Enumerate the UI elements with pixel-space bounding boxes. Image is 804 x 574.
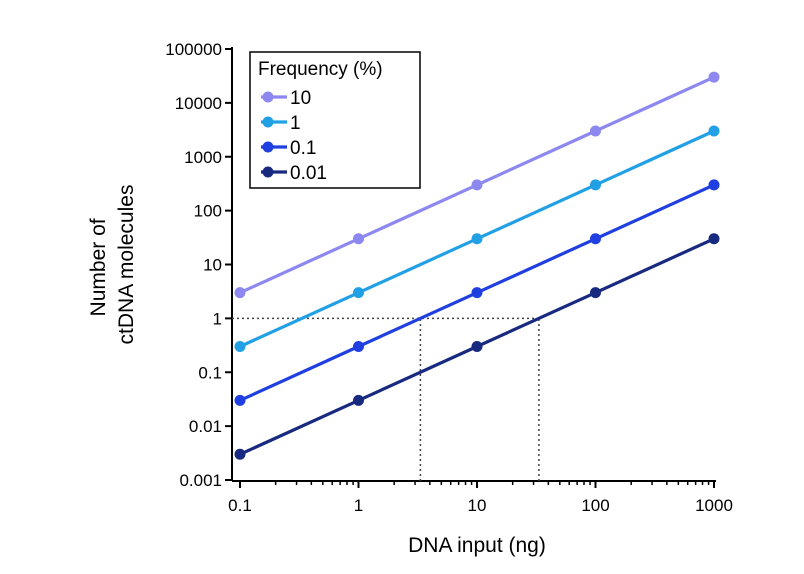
legend-item-1: 1: [261, 113, 301, 134]
legend-title: Frequency (%): [258, 59, 383, 80]
data-point: [708, 125, 720, 137]
reference-lines: [232, 317, 540, 481]
y-axis-title: Number of ctDNA molecules: [87, 185, 138, 345]
x-tick-label: 10: [468, 496, 487, 515]
data-point: [590, 179, 601, 191]
y-tick-label: 0.01: [189, 417, 222, 436]
x-tick-label: 0.1: [228, 496, 252, 515]
y-tick-label: 1000: [184, 148, 222, 167]
data-point: [708, 233, 720, 245]
y-axis-title-line-2: ctDNA molecules: [115, 185, 138, 345]
data-point: [708, 179, 720, 191]
x-tick-label: 100: [581, 496, 609, 515]
legend-item-0.1: 0.1: [261, 138, 316, 159]
legend-label: 10: [290, 88, 311, 109]
series-0.1: [234, 179, 720, 406]
legend-swatch-marker: [262, 91, 274, 103]
data-point: [234, 394, 246, 406]
legend-item-0.01: 0.01: [261, 163, 327, 184]
data-point: [353, 341, 364, 353]
data-point: [708, 71, 720, 83]
y-tick-label: 10: [203, 256, 222, 275]
x-axis-title: DNA input (ng): [408, 534, 546, 557]
legend-label: 1: [290, 113, 301, 134]
y-tick-label: 100: [194, 202, 222, 221]
legend-label: 0.1: [290, 138, 316, 159]
legend-swatch-marker: [262, 166, 274, 178]
y-tick-label: 0.001: [179, 471, 222, 490]
series-1: [234, 125, 720, 353]
data-point: [353, 287, 364, 299]
legend-label: 0.01: [290, 163, 327, 184]
axes: 0.001 0.01 0.1 1 10 100 1000 10000 100000 0.1 1 10 1…: [165, 40, 733, 515]
series-0.01: [234, 233, 720, 460]
y-tick-label: 100000: [165, 40, 222, 59]
data-point: [471, 287, 483, 299]
data-point: [234, 287, 246, 299]
data-point: [471, 233, 483, 245]
legend-swatch-marker: [262, 116, 274, 128]
x-tick-label: 1: [354, 496, 363, 515]
series-10: [234, 71, 720, 299]
data-point: [590, 287, 601, 299]
y-axis-title-line-1: Number of: [87, 218, 110, 316]
data-point: [471, 179, 483, 191]
y-tick-label: 10000: [175, 94, 222, 113]
legend: Frequency (%) 10 1 0.1 0.01: [249, 51, 421, 189]
data-point: [590, 233, 601, 245]
legend-swatch-marker: [262, 141, 274, 153]
data-point: [471, 341, 483, 353]
legend-item-10: 10: [261, 88, 311, 109]
y-tick-label: 0.1: [198, 363, 222, 382]
series-layer: [234, 71, 720, 460]
data-point: [590, 125, 601, 137]
data-point: [353, 233, 364, 245]
y-tick-label: 1: [213, 309, 222, 328]
data-point: [234, 448, 246, 460]
data-point: [234, 341, 246, 353]
data-point: [353, 394, 364, 406]
legend-box: [249, 51, 421, 189]
x-tick-label: 1000: [695, 496, 733, 515]
